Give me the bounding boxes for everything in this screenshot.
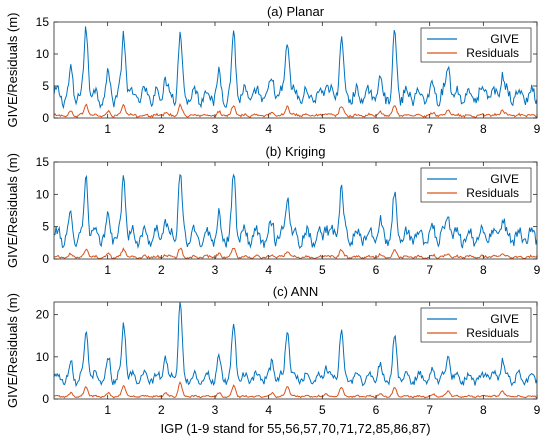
y-tick-label: 0 (42, 111, 49, 125)
legend-label-residuals: Residuals (466, 326, 519, 340)
x-tick-label: 7 (426, 263, 433, 277)
x-tick-label: 3 (212, 122, 219, 136)
legend-label-give: GIVE (490, 312, 519, 326)
y-tick-label: 5 (42, 220, 49, 234)
y-tick-label: 0 (42, 392, 49, 406)
x-tick-label: 6 (373, 403, 380, 417)
x-tick-label: 6 (373, 263, 380, 277)
y-tick-label: 0 (42, 252, 49, 266)
legend-box (420, 167, 532, 203)
x-tick-label: 7 (426, 122, 433, 136)
x-tick-label: 2 (158, 263, 165, 277)
legend-label-give: GIVE (490, 32, 519, 46)
legend-label-residuals: Residuals (466, 186, 519, 200)
x-tick-label: 2 (158, 403, 165, 417)
y-tick-label: 20 (36, 308, 50, 322)
x-tick-label: 1 (104, 263, 111, 277)
x-tick-label: 1 (104, 122, 111, 136)
legend-label-give: GIVE (490, 172, 519, 186)
axes-frame (53, 21, 538, 119)
y-tick-label: 15 (36, 15, 50, 29)
legend-label-residuals: Residuals (466, 46, 519, 60)
series-line-give (54, 302, 537, 388)
series-line-residuals (54, 381, 537, 399)
x-tick-label: 8 (480, 122, 487, 136)
x-tick-label: 1 (104, 403, 111, 417)
x-tick-label: 4 (265, 263, 272, 277)
x-tick-label: 9 (534, 122, 541, 136)
axes-frame (53, 161, 538, 260)
series-line-residuals (54, 247, 537, 259)
x-tick-label: 7 (426, 403, 433, 417)
legend-box (420, 27, 532, 63)
x-tick-label: 9 (534, 403, 541, 417)
series-line-residuals (54, 102, 537, 118)
series-line-give (54, 173, 537, 250)
x-tick-label: 5 (319, 122, 326, 136)
chart-title: (c) ANN (273, 284, 319, 299)
x-tick-label: 3 (212, 403, 219, 417)
chart-panel-3: (c) ANN GIVE/Residuals (m) IGP (1-9 stand … (5, 284, 541, 436)
y-axis-label: GIVE/Residuals (m) (5, 293, 20, 408)
x-tick-label: 2 (158, 122, 165, 136)
legend-box (420, 307, 532, 343)
series-line-give (54, 26, 537, 110)
x-axis-label: IGP (1-9 stand for 55,56,57,70,71,72,85,… (160, 421, 430, 436)
y-tick-label: 10 (36, 47, 50, 61)
chart-panel-2: (b) Kriging GIVE/Residuals (m) 1 2 3 4 5 6 7 8 9 0 5… (5, 144, 541, 277)
y-axis-label: GIVE/Residuals (m) (5, 153, 20, 268)
x-tick-label: 3 (212, 263, 219, 277)
y-axis-label: GIVE/Residuals (m) (5, 13, 20, 128)
x-tick-label: 8 (480, 403, 487, 417)
x-tick-label: 9 (534, 263, 541, 277)
chart-title: (a) Planar (267, 4, 325, 19)
y-tick-label: 5 (42, 79, 49, 93)
y-tick-label: 15 (36, 155, 50, 169)
x-tick-label: 8 (480, 263, 487, 277)
y-tick-label: 10 (36, 187, 50, 201)
y-tick-label: 10 (36, 350, 50, 364)
x-tick-label: 4 (265, 122, 272, 136)
x-tick-label: 6 (373, 122, 380, 136)
axes-frame (53, 301, 538, 400)
x-tick-label: 4 (265, 403, 272, 417)
x-tick-label: 5 (319, 403, 326, 417)
chart-panel-1: (a) Planar GIVE/Residuals (m) 1 2 3 4 5 6 7 8 9 0 5 1… (5, 4, 541, 136)
x-tick-label: 5 (319, 263, 326, 277)
chart-title: (b) Kriging (266, 144, 326, 159)
